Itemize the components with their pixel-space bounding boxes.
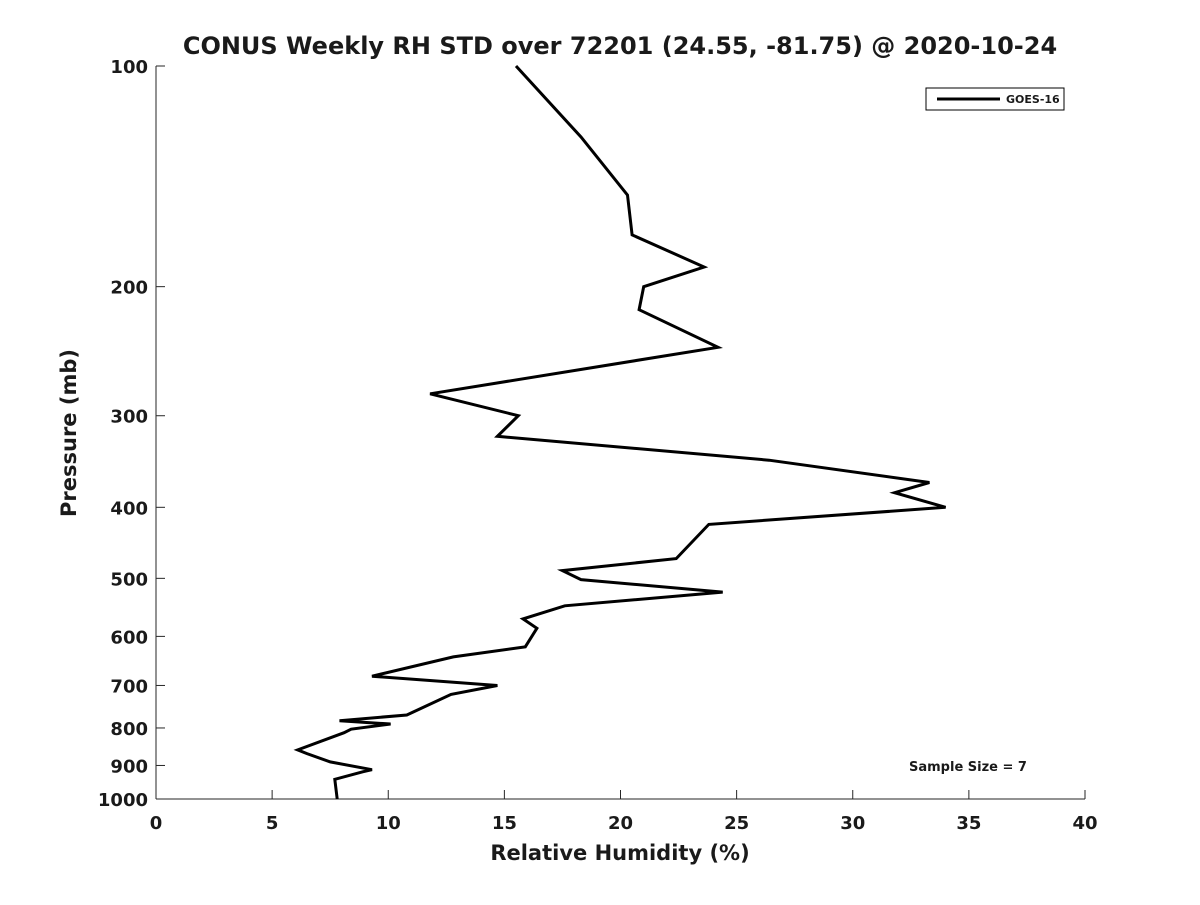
x-tick-label: 10: [376, 813, 401, 834]
y-axis-ticks: 100 200 300 400 500 600 700 800 900 1000: [98, 57, 165, 811]
y-tick-label: 600: [110, 627, 148, 648]
sample-size-annotation: Sample Size = 7: [909, 760, 1027, 775]
legend-label-goes16: GOES-16: [1006, 93, 1060, 106]
x-axis-ticks: 0 5 10 15 20 25 30 35 40: [150, 790, 1098, 834]
x-tick-label: 15: [492, 813, 517, 834]
y-tick-label: 100: [110, 57, 148, 78]
y-tick-label: 1000: [98, 790, 148, 811]
series-layer: [298, 66, 946, 799]
x-tick-label: 5: [266, 813, 279, 834]
x-tick-label: 0: [150, 813, 163, 834]
y-tick-label: 700: [110, 676, 148, 697]
axes-frame: [156, 66, 1085, 799]
y-tick-label: 800: [110, 719, 148, 740]
chart-title: CONUS Weekly RH STD over 72201 (24.55, -…: [183, 32, 1057, 60]
x-tick-label: 35: [956, 813, 981, 834]
legend: GOES-16: [926, 88, 1064, 110]
x-tick-label: 25: [724, 813, 749, 834]
x-tick-label: 20: [608, 813, 633, 834]
x-tick-label: 30: [840, 813, 865, 834]
x-axis-label: Relative Humidity (%): [490, 841, 749, 865]
x-tick-label: 40: [1072, 813, 1097, 834]
y-tick-label: 900: [110, 756, 148, 777]
y-tick-label: 400: [110, 498, 148, 519]
y-tick-label: 500: [110, 569, 148, 590]
y-axis-label: Pressure (mb): [57, 349, 81, 517]
y-tick-label: 300: [110, 407, 148, 428]
y-tick-label: 200: [110, 278, 148, 299]
series-line-goes-16: [298, 66, 946, 799]
